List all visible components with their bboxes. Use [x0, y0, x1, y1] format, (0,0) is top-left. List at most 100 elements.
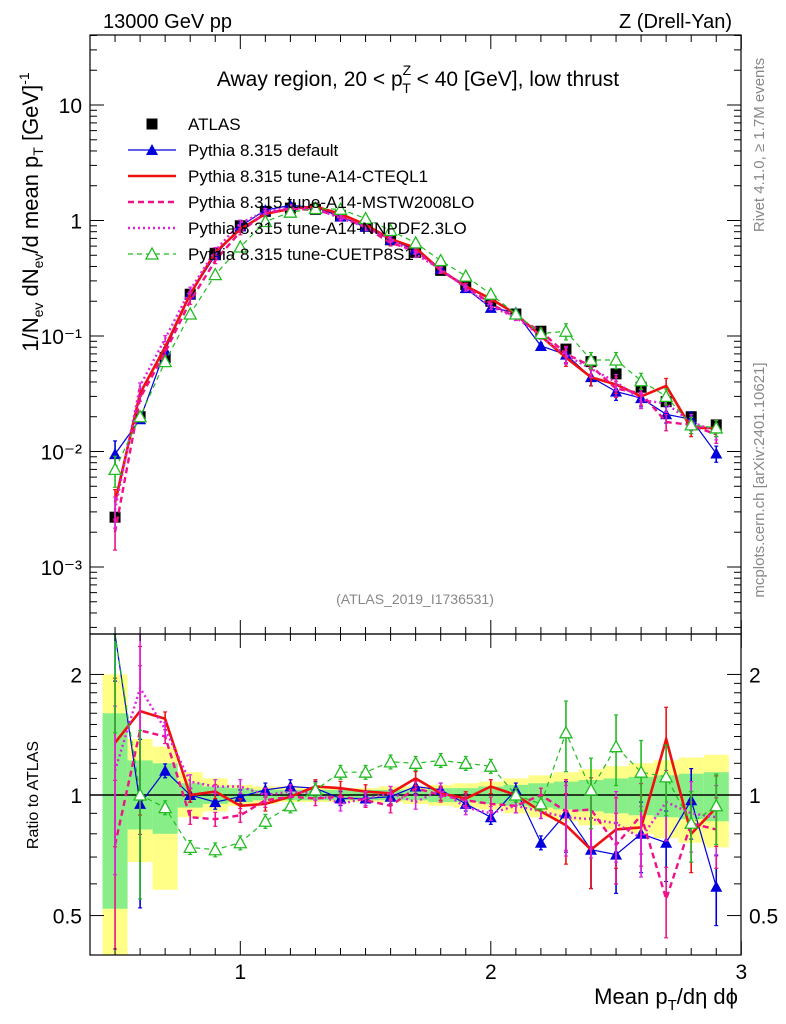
data-point-cuetp8s1	[133, 409, 148, 423]
legend-marker-cuetp8s1	[144, 246, 160, 260]
ratio-point-cuetp8s1	[583, 782, 599, 796]
x-axis-label-pre: Mean p	[594, 984, 667, 1009]
ratio-point-cuetp8s1	[684, 815, 699, 829]
ratio-point-cuetp8s1	[483, 758, 498, 772]
legend-entry-atlas: ATLAS	[146, 115, 241, 134]
legend-marker-atlas	[146, 118, 158, 130]
ratio-point-cuetp8s1	[233, 835, 248, 849]
data-point-cuetp8s1	[458, 268, 473, 282]
data-point-cuetp8s1	[483, 286, 498, 300]
data-point-default	[534, 339, 547, 351]
legend-label-mstw: Pythia 8.315 tune-A14-MSTW2008LO	[188, 193, 474, 212]
rivet-version-text: Rivet 4.1.0, ≥ 1.7M events	[751, 58, 768, 232]
data-point-cuetp8s1	[558, 323, 574, 337]
data-point-cuetp8s1	[158, 354, 173, 368]
data-point-cuetp8s1	[608, 352, 624, 366]
analysis-watermark: (ATLAS_2019_I1736531)	[336, 591, 494, 607]
data-point-cuetp8s1	[659, 389, 674, 403]
data-point-atlas	[610, 368, 622, 380]
main-y-tick-label: 10⁻¹	[41, 326, 82, 349]
main-y-tick-label: 10⁻³	[41, 557, 82, 580]
legend: ATLAS Pythia 8.315 default Pythia 8.315 tu…	[128, 115, 474, 264]
ratio-point-cuetp8s1	[258, 813, 273, 827]
x-axis-label: Mean pT/dη dϕ	[594, 984, 738, 1014]
header-right: Z (Drell-Yan)	[619, 11, 732, 33]
ratio-point-cuetp8s1	[709, 798, 724, 812]
ratio-y-tick-label-right: 0.5	[749, 906, 778, 929]
legend-label-nnpdf: Pythia 8.315 tune-A14-NNPDF2.3LO	[188, 219, 467, 238]
data-point-cuetp8s1	[233, 239, 248, 253]
series-nnpdf	[113, 203, 719, 529]
ratio-y-axis-label: Ratio to ATLAS	[25, 741, 42, 849]
data-point-cuetp8s1	[433, 253, 448, 267]
ratio-point-cuetp8s1	[133, 787, 148, 801]
legend-entry-cuetp8s1: Pythia 8.315 tune-CUETP8S1	[128, 245, 414, 264]
data-point-cuetp8s1	[383, 223, 398, 237]
ratio-point-cuetp8s1	[308, 782, 323, 796]
ratio-plot-area: 0.5 0.5 1 1 2 2 1 2 3	[53, 633, 778, 984]
legend-marker-default	[146, 144, 158, 155]
ratio-point-cuetp8s1	[158, 800, 173, 814]
data-point-cuetp8s1	[183, 306, 198, 320]
ratio-series-cuetp8s1	[113, 633, 724, 900]
ratio-point-default	[159, 764, 172, 776]
main-y-tick-label: 1	[70, 211, 82, 234]
plot-title: Away region, 20 < pZ T < 40 [GeV], low th…	[217, 62, 619, 96]
ratio-series-nnpdf	[113, 633, 719, 878]
ratio-point-cuetp8s1	[634, 764, 649, 778]
ratio-point-default	[534, 836, 547, 848]
legend-entry-mstw: Pythia 8.315 tune-A14-MSTW2008LO	[128, 193, 474, 212]
ratio-point-default	[234, 790, 247, 802]
ratio-point-cuetp8s1	[183, 840, 198, 854]
data-point-cuetp8s1	[283, 204, 298, 218]
ratio-point-cuetp8s1	[659, 769, 674, 783]
ratio-point-default	[660, 836, 673, 848]
plot-title-pre: Away region, 20 < p	[217, 68, 403, 91]
x-axis-label-post: /dη dϕ	[677, 984, 738, 1009]
legend-label-default: Pythia 8.315 default	[188, 141, 339, 160]
plot-title-sub: T	[402, 80, 411, 96]
series-cuetp8s1	[107, 201, 724, 488]
ratio-point-cuetp8s1	[358, 764, 373, 778]
data-point-cuetp8s1	[408, 235, 423, 249]
plot-title-post: < 40 [GeV], low thrust	[411, 68, 620, 91]
main-y-axis-label: 1/Nev dNev/d mean pT [GeV]-1	[16, 72, 46, 352]
data-point-cuetp8s1	[583, 352, 599, 366]
legend-entry-nnpdf: Pythia 8.315 tune-A14-NNPDF2.3LO	[128, 219, 467, 238]
x-tick-label: 2	[485, 961, 497, 984]
header-left: 13000 GeV pp	[103, 11, 232, 33]
data-point-default	[109, 448, 122, 460]
data-point-cuetp8s1	[107, 462, 123, 476]
ratio-point-cuetp8s1	[333, 764, 348, 778]
ratio-point-cuetp8s1	[283, 798, 298, 812]
ratio-y-tick-label: 1	[70, 785, 82, 808]
data-point-cuetp8s1	[333, 201, 348, 215]
data-point-cuetp8s1	[634, 373, 649, 387]
ratio-point-cuetp8s1	[208, 842, 223, 856]
ratio-y-tick-label-right: 2	[749, 664, 761, 687]
main-y-tick-label: 10⁻²	[41, 442, 82, 465]
legend-label-cuetp8s1: Pythia 8.315 tune-CUETP8S1	[188, 245, 414, 264]
legend-entry-default: Pythia 8.315 default	[128, 141, 339, 160]
plot-title-sup: Z	[403, 62, 412, 78]
ratio-point-default	[209, 796, 222, 808]
main-plot-area: 10⁻³ 10⁻² 10⁻¹ 1 10	[41, 34, 742, 635]
data-point-cuetp8s1	[308, 201, 323, 215]
data-point-cuetp8s1	[508, 306, 523, 320]
legend-label-cteql1: Pythia 8.315 tune-A14-CTEQL1	[188, 167, 428, 186]
ratio-point-cuetp8s1	[408, 755, 423, 769]
ratio-point-cuetp8s1	[533, 796, 548, 810]
ratio-point-default	[710, 880, 723, 892]
x-tick-label: 1	[234, 961, 246, 984]
main-y-tick-label: 10	[59, 95, 82, 118]
data-point-cuetp8s1	[533, 326, 548, 340]
ratio-point-cuetp8s1	[433, 753, 448, 767]
ratio-y-tick-label: 0.5	[53, 906, 82, 929]
data-point-cuetp8s1	[709, 420, 724, 434]
ratio-point-cuetp8s1	[383, 754, 398, 768]
ratio-y-tick-label-right: 1	[749, 785, 761, 808]
mcplots-reference-text: mcplots.cern.ch [arXiv:2401.10621]	[751, 362, 768, 597]
data-point-default	[710, 447, 723, 459]
x-tick-label: 3	[735, 961, 747, 984]
